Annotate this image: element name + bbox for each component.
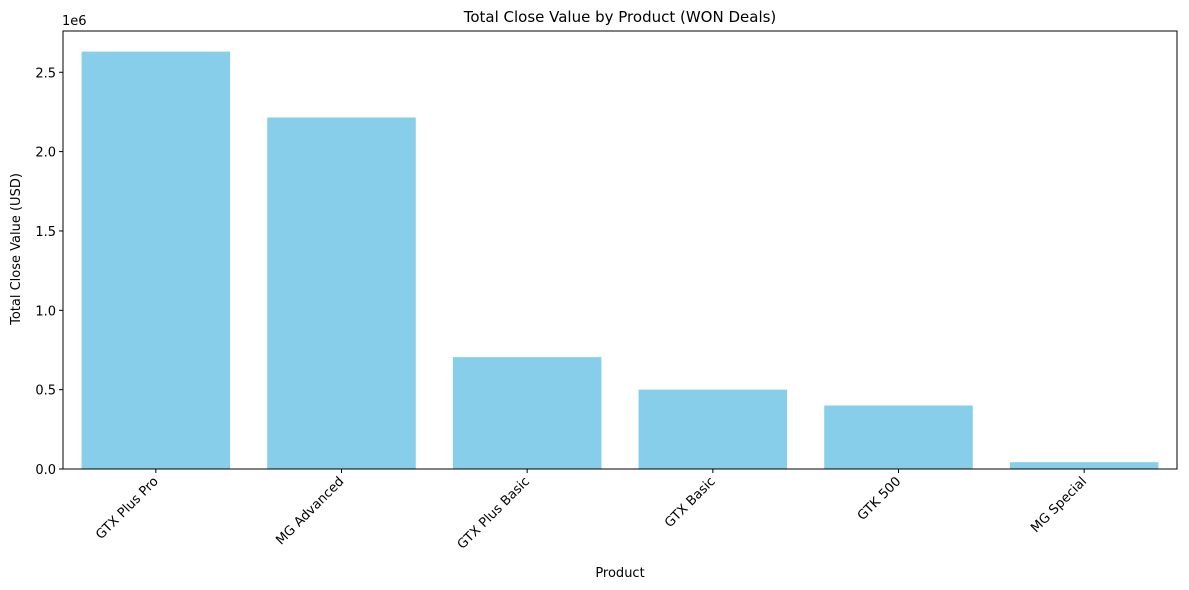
x-tick-label: GTX Plus Pro [93,474,161,542]
bar-gtx-plus-pro [81,51,231,470]
y-tick-label: 2.0 [35,146,56,161]
bar-gtk-500 [824,405,973,469]
y-tick-label: 1.5 [35,225,56,240]
y-tick-label: 2.5 [35,66,56,81]
x-tick-label: MG Advanced [273,474,347,548]
bar-gtx-basic [638,389,788,469]
x-tick-label: GTX Plus Basic [455,474,533,552]
bar-gtx-plus-basic [452,357,602,469]
y-axis: 0.0 0.5 1.0 1.5 2.0 2.5 [35,66,63,478]
bar-mg-advanced [267,117,416,469]
x-tick-label: GTX Basic [662,474,719,531]
y-tick-label: 0.0 [35,463,56,478]
plot-area [81,51,1159,470]
y-tick-label: 1.0 [35,304,56,319]
y-multiplier-label: 1e6 [62,14,87,29]
x-tick-label: GTK 500 [855,474,905,524]
x-tick-label: MG Special [1028,474,1090,536]
bar-mg-special [1009,462,1159,469]
chart-title: Total Close Value by Product (WON Deals) [463,8,777,26]
y-axis-label: Total Close Value (USD) [9,173,24,326]
x-axis: GTX Plus Pro MG Advanced GTX Plus Basic GTX… [93,469,1090,552]
y-tick-label: 0.5 [35,384,56,399]
plot-frame [62,30,1178,470]
x-axis-label: Product [595,566,644,581]
